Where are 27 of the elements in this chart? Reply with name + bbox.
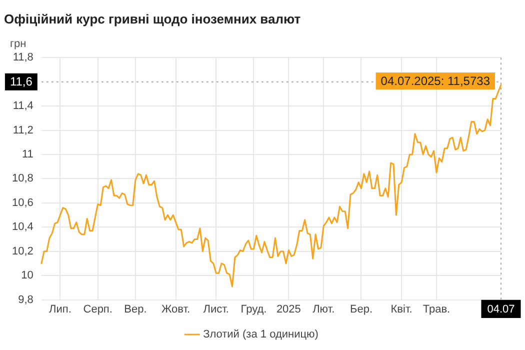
ref-line-label: 11,6 [10, 74, 33, 89]
x-tick-label: 04.07 [487, 303, 515, 316]
y-tick-label: 11 [22, 148, 34, 161]
x-tick-label: Груд. [240, 303, 267, 316]
chart-title: Офіційний курс гривні щодо іноземних валют [4, 11, 301, 26]
y-tick-label: 10,8 [12, 172, 34, 185]
x-tick-label: Лют. [312, 303, 335, 316]
x-tick-label: Квіт. [390, 303, 412, 316]
y-tick-label: 9,8 [18, 294, 34, 306]
x-tick-label: Серп. [83, 303, 112, 316]
x-tick-label: Бер. [350, 303, 372, 316]
x-tick-label: Вер. [124, 303, 147, 316]
x-tick-label: 2025 [276, 303, 301, 316]
annotation: 04.07.2025: 11,5733 [380, 74, 490, 88]
y-tick-label: 11,8 [12, 52, 34, 64]
y-tick-label: 11,2 [12, 124, 34, 136]
y-tick-label: 11,4 [12, 100, 34, 112]
x-tick-label: Трав. [422, 303, 450, 316]
y-axis-title: грн [10, 38, 26, 50]
legend-label: Злотий (за 1 одиницю) [203, 328, 318, 341]
y-tick-label: 10 [21, 270, 34, 282]
x-tick-label: Жовт. [161, 303, 190, 316]
y-tick-label: 10,2 [12, 245, 34, 258]
y-tick-label: 10,6 [12, 196, 34, 209]
y-tick-label: 10,4 [12, 221, 34, 234]
x-tick-label: Лип. [49, 303, 72, 316]
x-tick-label: Лист. [203, 303, 229, 316]
